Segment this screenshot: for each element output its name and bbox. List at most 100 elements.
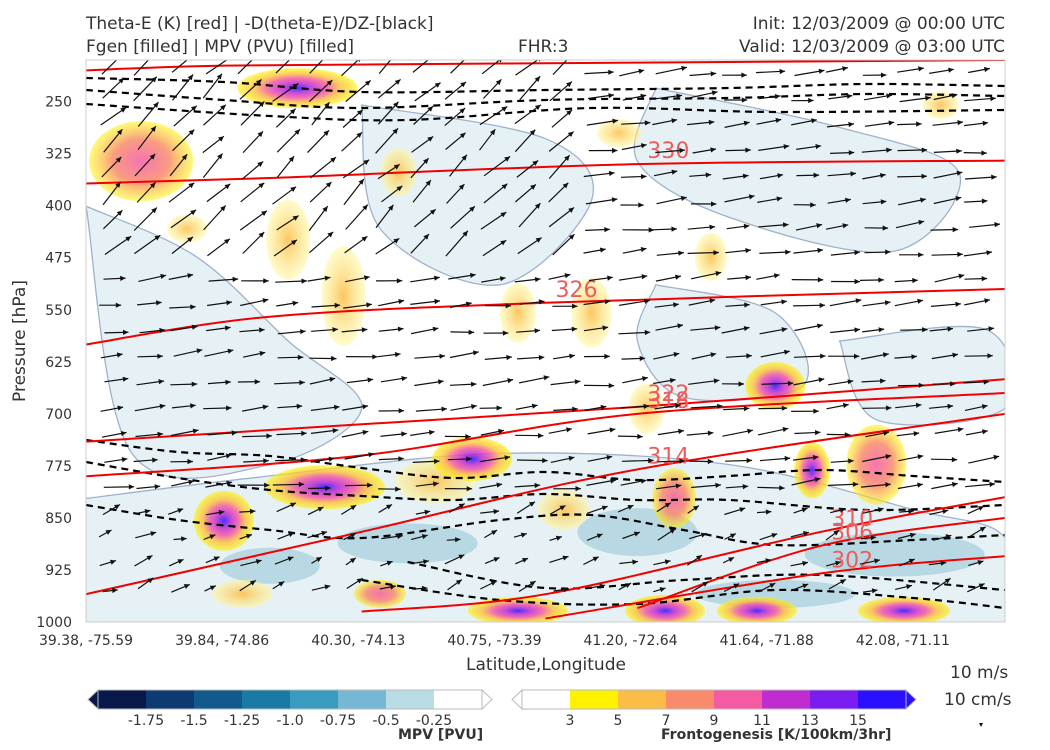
wind-vector (378, 486, 401, 492)
wind-vector (485, 303, 512, 309)
wind-vector (346, 577, 364, 590)
wind-vector (242, 351, 266, 358)
wind-vector (342, 159, 370, 179)
wind-vector (135, 431, 164, 438)
wind-vector (826, 560, 842, 567)
wind-vector (690, 201, 717, 207)
wind-vector (897, 66, 924, 73)
wind-vector (102, 209, 123, 230)
fgen-colorbar-tick: 15 (849, 713, 867, 729)
wind-vector (378, 299, 405, 307)
wind-vector (137, 125, 157, 151)
wind-vector (687, 505, 700, 514)
wind-vector (653, 169, 678, 177)
wind-vector (964, 404, 988, 411)
wind-vector (171, 403, 196, 409)
wind-vector (307, 506, 324, 516)
wind-vector (410, 559, 429, 565)
wind-vector (515, 557, 529, 565)
wind-vector (240, 298, 269, 307)
wind-vector (795, 223, 823, 231)
wind-vector (793, 302, 826, 308)
wind-vector (934, 427, 964, 434)
mpv-region (86, 205, 363, 479)
wind-vector (933, 170, 963, 179)
y-tick-label: 325 (45, 147, 72, 163)
wind-vector (899, 508, 914, 514)
wind-vector (276, 300, 299, 307)
mpv-colorbar-tick: -0.25 (416, 713, 452, 729)
wind-vector (621, 355, 646, 362)
wind-vector (449, 301, 472, 309)
wind-vector (791, 97, 814, 104)
wind-vector (758, 582, 776, 593)
wind-vector (481, 276, 506, 283)
y-tick-label: 400 (45, 199, 72, 215)
wind-vector (758, 405, 788, 411)
wind-vector (725, 484, 749, 490)
wind-vector (102, 587, 118, 594)
wind-vector (171, 479, 195, 487)
wind-vector (172, 74, 194, 101)
wind-vector (655, 323, 684, 331)
wind-vector (239, 210, 268, 231)
dthetae-dz-contour (86, 102, 1005, 122)
wind-vector (657, 428, 684, 436)
wind-vector (622, 93, 647, 101)
wind-vector (830, 327, 861, 334)
wind-vector (827, 197, 851, 204)
wind-vector (756, 68, 786, 75)
wind-vector (168, 182, 195, 203)
wind-vector (480, 509, 500, 515)
frontogenesis-region (597, 119, 642, 148)
wind-vector (375, 278, 403, 284)
wind-vector (791, 477, 821, 486)
wind-vector (481, 60, 502, 75)
wind-vector (759, 173, 784, 180)
wind-vector (934, 273, 965, 283)
wind-vector (654, 302, 679, 308)
wind-vector (343, 532, 357, 541)
wind-vector (725, 302, 750, 308)
wind-vector (239, 79, 263, 100)
wind-vector (756, 117, 782, 125)
wind-vector (689, 532, 707, 540)
wind-vector (549, 504, 566, 515)
wind-vector (307, 129, 330, 154)
wind-vector (272, 580, 285, 590)
y-tick-label: 700 (45, 407, 72, 423)
wind-vector (479, 482, 503, 489)
wind-vector (169, 153, 188, 177)
mpv-region (633, 87, 962, 254)
wind-vector (341, 504, 357, 515)
wind-vector (724, 507, 746, 516)
theta-e-contour-label: 318 (647, 389, 689, 414)
wind-vector (968, 66, 990, 74)
wind-vector (585, 197, 618, 205)
wind-vector (513, 532, 527, 538)
wind-vector (552, 60, 568, 76)
wind-vector (587, 505, 608, 514)
wind-vector (203, 405, 232, 411)
wind-vector (553, 406, 578, 412)
wind-vector (583, 299, 611, 306)
wind-vector (897, 532, 916, 540)
wind-vector (444, 107, 466, 127)
wind-vector (830, 507, 846, 514)
wind-vector (134, 234, 161, 255)
wind-vector (583, 325, 609, 332)
wind-vector (379, 584, 396, 590)
wind-vector (931, 251, 963, 257)
wind-vector (894, 354, 917, 360)
wind-vector (134, 153, 156, 177)
wind-vector (550, 379, 581, 386)
chart-title-line1: Theta-E (K) [red] | -D(theta-E)/DZ-[blac… (86, 14, 434, 34)
wind-vector (549, 555, 569, 563)
wind-vector (134, 554, 153, 567)
wind-vector (241, 161, 264, 180)
y-tick-label: 775 (45, 459, 72, 475)
wind-vector (479, 106, 508, 126)
mpv-region (360, 104, 594, 286)
wind-vector (480, 428, 505, 436)
mpv-colorbar-tick: -1.5 (180, 713, 207, 729)
